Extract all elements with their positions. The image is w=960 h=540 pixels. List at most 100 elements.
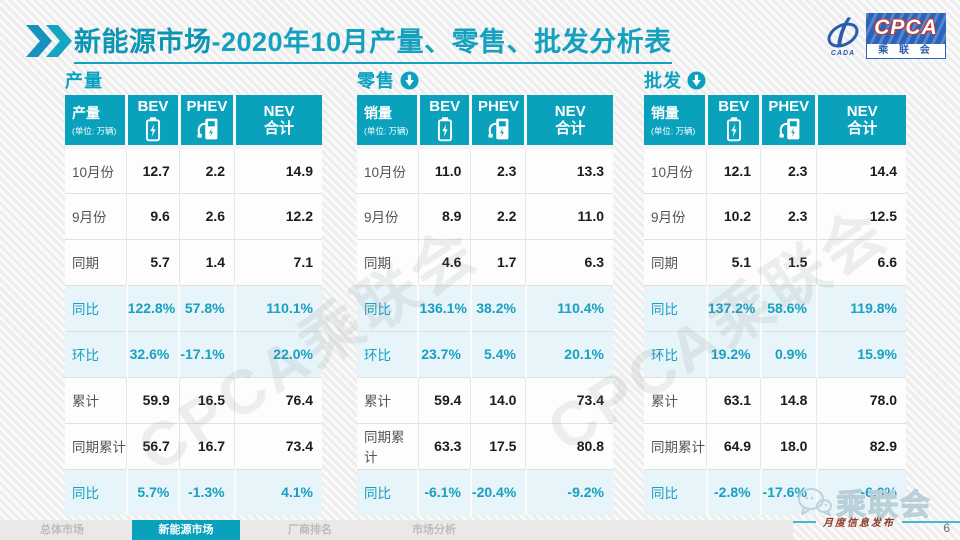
double-chevron-icon <box>26 25 72 57</box>
cell-value: 12.7 <box>126 147 180 193</box>
table-row: 同比 -2.8% -17.6% -6.0% <box>644 468 906 515</box>
row-label: 同期 <box>65 238 127 285</box>
column-header-phev: PHEV <box>760 95 819 149</box>
page-title: 新能源市场-2020年10月产量、零售、批发分析表 <box>74 20 672 64</box>
row-label: 9月份 <box>357 192 419 239</box>
table-row: 10月份 12.1 2.3 14.4 <box>644 147 906 193</box>
column-header-phev: PHEV <box>179 95 237 149</box>
cell-value: 73.4 <box>525 376 613 423</box>
table-row: 9月份 9.6 2.6 12.2 <box>65 192 322 239</box>
cell-value: 119.8% <box>815 284 906 331</box>
cell-value: 5.1 <box>706 238 761 285</box>
cell-value: 110.4% <box>524 284 613 331</box>
table-row: 同比 5.7% -1.3% 4.1% <box>65 468 322 515</box>
cell-value: 136.1% <box>417 284 471 331</box>
row-label: 同期 <box>644 238 707 285</box>
table-row: 同期 4.6 1.7 6.3 <box>357 238 613 285</box>
cell-value: -1.3% <box>178 468 235 515</box>
cell-value: 78.0 <box>816 376 906 423</box>
cada-label: CADA <box>830 50 856 57</box>
cell-value: 22.0% <box>233 330 322 377</box>
cell-value: -17.1% <box>178 330 235 377</box>
table-row: 10月份 11.0 2.3 13.3 <box>357 147 613 193</box>
row-label: 10月份 <box>72 164 115 180</box>
cell-value: 1.4 <box>178 238 235 285</box>
cell-value: 58.6% <box>759 284 817 331</box>
row-label: 9月份 <box>644 192 707 239</box>
cell-value: 17.5 <box>470 422 526 469</box>
page-title-rest: -2020年10月产量、零售、批发分析表 <box>211 27 672 57</box>
row-label: 同期累计 <box>644 422 707 469</box>
footer-tab[interactable]: 总体市场 <box>40 524 84 536</box>
charging-station-icon <box>472 116 524 142</box>
cell-value: 73.4 <box>234 422 322 469</box>
production-section: 产量 产量 (单位: 万辆) BEV PHEV NEV 合计 10月份 12.7 2.2 14.9… <box>65 68 322 515</box>
cell-value: 18.0 <box>760 422 817 469</box>
charging-station-icon <box>181 116 233 142</box>
footer-tab-strip: 总体市场 新能源市场 厂商排名 市场分析 <box>0 520 793 540</box>
cell-value: 32.6% <box>125 330 180 377</box>
section-title: 批发 <box>644 71 682 91</box>
column-header-phev: PHEV <box>470 95 528 149</box>
cpca-swoosh-icon: CADA <box>824 15 862 57</box>
cell-value: 80.8 <box>525 422 613 469</box>
cell-value: 1.7 <box>470 238 526 285</box>
cell-value: 82.9 <box>816 422 906 469</box>
cell-value: 76.4 <box>234 376 322 423</box>
cell-value: 38.2% <box>469 284 526 331</box>
cell-value: 5.7% <box>125 468 180 515</box>
cell-value: 11.0 <box>525 192 613 239</box>
cell-value: 2.2 <box>470 192 526 239</box>
page-title-main: 新能源市场 <box>74 27 212 57</box>
table-row: 环比 32.6% -17.1% 22.0% <box>65 330 322 377</box>
cpca-label: CPCA <box>866 13 946 44</box>
cell-value: 137.2% <box>705 284 761 331</box>
retail-section: 零售 销量 (单位: 万辆) BEV PHEV NEV 合计 10月份 11.0 2.3 13.3… <box>357 68 613 515</box>
cell-value: 5.7 <box>126 238 180 285</box>
cell-value: -2.8% <box>705 468 761 515</box>
cell-value: 0.9% <box>759 330 817 377</box>
footer-tab[interactable]: 厂商排名 <box>288 524 332 536</box>
table-row: 同比 137.2% 58.6% 119.8% <box>644 284 906 331</box>
row-label: 同比 <box>644 284 707 331</box>
row-label: 同比 <box>357 284 419 331</box>
table-row: 同期累计 64.9 18.0 82.9 <box>644 422 906 469</box>
column-header-bev: BEV <box>418 95 473 149</box>
cell-value: -6.0% <box>815 468 906 515</box>
row-label: 同比 <box>644 468 707 515</box>
row-label: 累计 <box>357 376 419 423</box>
table-row: 同比 136.1% 38.2% 110.4% <box>357 284 613 331</box>
cell-value: 9.6 <box>126 192 180 239</box>
cell-value: 6.3 <box>525 238 613 285</box>
footer-tab[interactable]: 市场分析 <box>412 524 456 536</box>
cell-value: 59.9 <box>126 376 180 423</box>
cell-value: 2.3 <box>470 147 526 193</box>
cell-value: 11.0 <box>417 147 471 193</box>
row-label: 10月份 <box>364 164 407 180</box>
cell-value: 5.4% <box>469 330 526 377</box>
cell-value: 57.8% <box>178 284 235 331</box>
row-label: 同期累计 <box>65 422 127 469</box>
page-number: 6 <box>943 521 950 535</box>
cell-value: 4.6 <box>417 238 471 285</box>
cell-value: 2.3 <box>760 147 817 193</box>
row-label: 累计 <box>644 376 707 423</box>
table-row: 同期 5.1 1.5 6.6 <box>644 238 906 285</box>
footer-tab-active[interactable]: 新能源市场 <box>132 520 240 540</box>
down-arrow-icon <box>400 70 419 90</box>
down-arrow-icon <box>687 70 706 90</box>
row-label: 同比 <box>65 284 127 331</box>
table-row: 同期累计 56.7 16.7 73.4 <box>65 422 322 469</box>
cell-value: 2.3 <box>760 192 817 239</box>
cell-value: 122.8% <box>125 284 180 331</box>
cell-value: 15.9% <box>815 330 906 377</box>
cell-value: 12.5 <box>816 192 906 239</box>
table-row: 同比 -6.1% -20.4% -9.2% <box>357 468 613 515</box>
association-label: 乘 联 会 <box>866 44 946 59</box>
row-label: 9月份 <box>65 192 127 239</box>
cell-value: -9.2% <box>524 468 613 515</box>
cell-value: 4.1% <box>233 468 322 515</box>
cell-value: 2.6 <box>178 192 235 239</box>
cell-value: 13.3 <box>525 147 613 193</box>
